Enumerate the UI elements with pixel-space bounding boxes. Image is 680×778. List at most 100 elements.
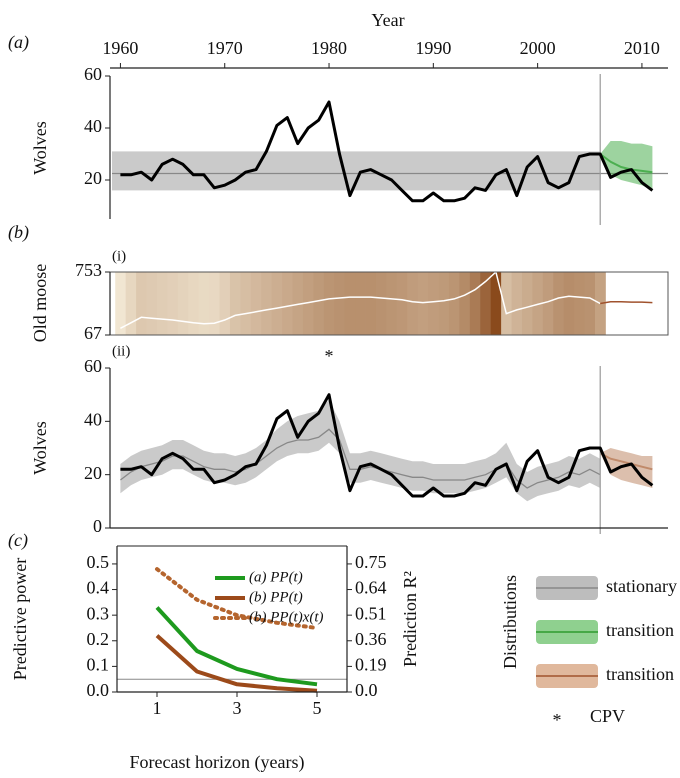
y2-tick-label: 0.64 <box>355 578 387 598</box>
y-axis-title: Wolves <box>30 421 50 475</box>
x-tick-label: 1970 <box>207 38 243 58</box>
y2-tick-label: 0.0 <box>355 680 378 700</box>
y-tick-label: 60 <box>84 356 102 376</box>
series-line <box>155 634 318 693</box>
heat-cell <box>209 272 220 335</box>
forecast-line <box>600 300 653 305</box>
y-tick-label: 0.2 <box>87 629 110 649</box>
heat-cell <box>146 272 158 335</box>
heat-cell <box>250 272 262 335</box>
heat-cell <box>532 272 544 335</box>
heat-cell <box>355 272 366 335</box>
panel-label: (ii) <box>112 343 130 359</box>
series-line <box>120 393 654 498</box>
heat-cell <box>365 272 377 335</box>
heat-cell <box>177 272 189 335</box>
y-tick-label: 20 <box>84 463 102 483</box>
heat-cell <box>313 272 325 335</box>
series-line <box>120 100 654 203</box>
legend-symbol: * <box>553 710 562 730</box>
legend-label: CPV <box>590 706 625 726</box>
heat-cell <box>167 272 179 335</box>
heat-cell <box>188 272 200 335</box>
heat-cell <box>271 272 283 335</box>
y-axis-title: Old moose <box>30 264 50 343</box>
heat-cell <box>563 272 575 335</box>
legend-label: stationary <box>606 576 677 596</box>
y2-tick-label: 0.19 <box>355 655 387 675</box>
y2-tick-label: 0.75 <box>355 552 387 572</box>
heat-cell <box>428 272 439 335</box>
y-tick-label: 40 <box>84 116 102 136</box>
x-tick-label: 1980 <box>311 38 347 58</box>
heat-cell <box>574 272 585 335</box>
heat-cell <box>448 272 460 335</box>
y-tick-label: 0.4 <box>87 578 110 598</box>
legend-label: (a) PP(t) <box>249 569 303 585</box>
heat-cell <box>219 272 231 335</box>
panel-label: (b) <box>8 222 29 243</box>
y-tick-label: 67 <box>84 323 102 343</box>
moose-line <box>120 270 601 329</box>
legend-label: transition <box>606 664 674 684</box>
panel-label: (c) <box>8 530 28 551</box>
y-tick-label: 0.1 <box>87 655 110 675</box>
panel-label: (i) <box>112 248 126 264</box>
y2-tick-label: 0.36 <box>355 629 387 649</box>
forecast-mean <box>599 153 653 174</box>
heat-cell <box>229 272 241 335</box>
series-line <box>155 606 318 687</box>
heat-cell <box>480 272 492 335</box>
heat-cell <box>115 272 127 335</box>
y-tick-label: 60 <box>84 64 102 84</box>
cpv-marker: * <box>325 346 334 366</box>
heat-cell <box>261 272 273 335</box>
heat-cell <box>125 272 137 335</box>
heat-cell <box>469 272 481 335</box>
heat-cell <box>521 272 533 335</box>
y-tick-label: 753 <box>75 260 102 280</box>
heat-cell <box>396 272 408 335</box>
series-line <box>155 567 319 630</box>
heat-cell <box>292 272 304 335</box>
heat-cell <box>511 272 523 335</box>
x-tick-label: 1 <box>153 698 162 718</box>
heat-cell <box>407 272 419 335</box>
y-tick-label: 0.3 <box>87 603 110 623</box>
forecast-mean <box>599 452 653 471</box>
y-axis-title: Predictive power <box>10 558 30 680</box>
heat-cell <box>438 272 450 335</box>
y2-tick-label: 0.51 <box>355 603 387 623</box>
x-axis-title: Forecast horizon (years) <box>130 752 305 773</box>
legend-label: (b) PP(t) <box>249 589 303 605</box>
x-tick-label: 1960 <box>102 38 138 58</box>
heat-cell <box>344 272 356 335</box>
y-axis-title: Wolves <box>30 121 50 175</box>
heat-cell <box>584 272 596 335</box>
heat-cell <box>334 272 346 335</box>
y-tick-label: 40 <box>84 409 102 429</box>
heat-cell <box>490 272 502 335</box>
x-tick-label: 2000 <box>520 38 556 58</box>
x-tick-label: 5 <box>313 698 322 718</box>
forecast-band <box>600 448 653 488</box>
heat-cell <box>375 272 387 335</box>
model-band <box>120 400 601 502</box>
heat-cell <box>501 272 512 335</box>
heat-cell <box>417 272 429 335</box>
y-tick-label: 0 <box>93 516 102 536</box>
x-tick-label: 2010 <box>624 38 660 58</box>
y-tick-label: 0.0 <box>87 680 110 700</box>
y-tick-label: 20 <box>84 168 102 188</box>
x-axis-title: Year <box>371 10 404 30</box>
heat-cell <box>282 272 293 335</box>
heat-cell <box>323 272 335 335</box>
legend-label: (b) PP(t)x(t) <box>249 609 324 625</box>
legend-label: transition <box>606 620 674 640</box>
y2-axis-title: Prediction R² <box>400 571 420 667</box>
heat-cell <box>302 272 314 335</box>
legend-title: Distributions <box>500 575 520 669</box>
x-tick-label: 1990 <box>415 38 451 58</box>
heat-cell <box>542 272 554 335</box>
